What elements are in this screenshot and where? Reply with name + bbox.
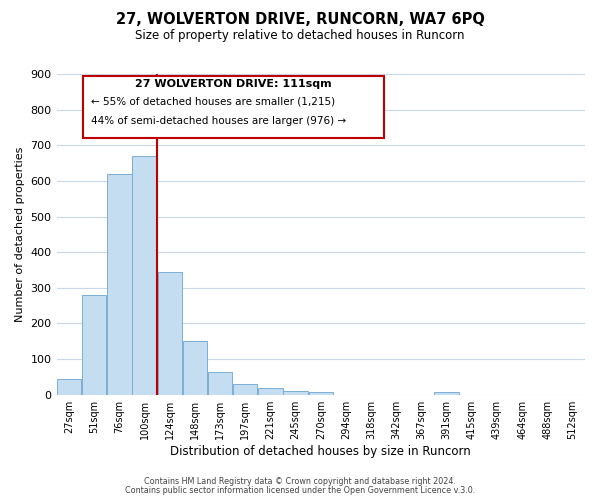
Bar [283,391,308,394]
Y-axis label: Number of detached properties: Number of detached properties [15,146,25,322]
FancyBboxPatch shape [83,76,384,138]
Text: 44% of semi-detached houses are larger (976) →: 44% of semi-detached houses are larger (… [91,116,346,126]
Bar [434,392,459,394]
Bar [308,392,333,394]
Bar [258,388,283,394]
Text: 27, WOLVERTON DRIVE, RUNCORN, WA7 6PQ: 27, WOLVERTON DRIVE, RUNCORN, WA7 6PQ [116,12,484,28]
Bar [158,272,182,394]
Bar [57,378,82,394]
Bar [133,156,157,394]
Bar [82,295,106,394]
Bar [107,174,131,394]
Bar [233,384,257,394]
Text: Contains public sector information licensed under the Open Government Licence v.: Contains public sector information licen… [125,486,475,495]
Bar [183,342,207,394]
Text: Contains HM Land Registry data © Crown copyright and database right 2024.: Contains HM Land Registry data © Crown c… [144,477,456,486]
Text: 27 WOLVERTON DRIVE: 111sqm: 27 WOLVERTON DRIVE: 111sqm [135,79,332,89]
Bar [208,372,232,394]
Text: ← 55% of detached houses are smaller (1,215): ← 55% of detached houses are smaller (1,… [91,96,335,106]
X-axis label: Distribution of detached houses by size in Runcorn: Distribution of detached houses by size … [170,444,471,458]
Text: Size of property relative to detached houses in Runcorn: Size of property relative to detached ho… [135,29,465,42]
